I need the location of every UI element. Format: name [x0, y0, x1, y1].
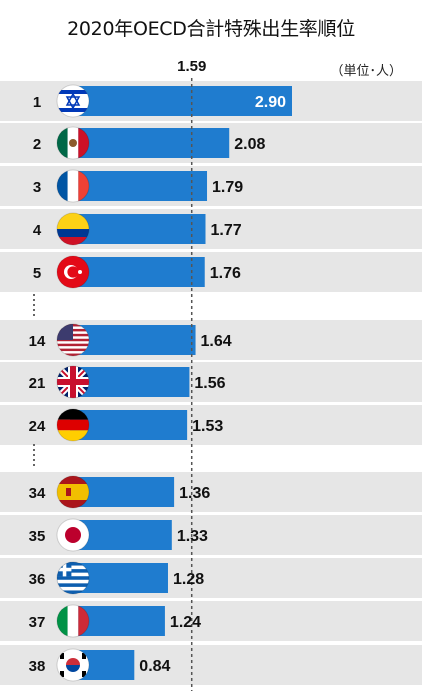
rank-label: 14	[29, 333, 46, 350]
italy-flag-icon	[57, 605, 89, 637]
israel-flag-icon	[57, 85, 89, 117]
value-label: 1.53	[192, 418, 223, 435]
value-label: 1.79	[212, 179, 243, 196]
south-korea-flag-icon	[57, 649, 89, 681]
unit-label: （単位･人）	[330, 64, 402, 79]
chart-title: 2020年OECD合計特殊出生率順位	[67, 18, 355, 40]
rank-label: 3	[33, 179, 41, 196]
value-label: 1.64	[201, 333, 232, 350]
mexico-flag-icon	[57, 127, 89, 159]
spain-flag-icon	[57, 476, 89, 508]
germany-flag-icon	[57, 409, 89, 441]
value-label: 1.76	[210, 265, 241, 282]
value-label: 1.24	[170, 614, 201, 631]
rank-label: 38	[29, 658, 46, 675]
bar-uk	[70, 367, 190, 397]
rank-label: 24	[29, 418, 46, 435]
value-label: 1.33	[177, 528, 208, 545]
rank-label: 36	[29, 571, 46, 588]
rank-label: 2	[33, 136, 41, 153]
value-label: 0.84	[139, 658, 170, 675]
rank-label: 34	[29, 485, 46, 502]
bar-usa	[70, 325, 196, 355]
rank-label: 5	[33, 265, 41, 282]
value-label: 2.90	[255, 94, 286, 111]
rank-label: 21	[29, 375, 46, 392]
rank-label: 1	[33, 94, 41, 111]
value-label: 1.36	[179, 485, 210, 502]
bar-france	[70, 171, 208, 201]
rank-label: 37	[29, 614, 46, 631]
bar-turkey	[70, 257, 205, 287]
labels: 1 2.90 2 2.08 3 1.79 4 1.77 5 1.76 14 1.64 21 1.56 24 1…	[29, 94, 286, 675]
bar-israel	[70, 86, 292, 116]
reference-line-label: 1.59	[177, 58, 206, 75]
bar-mexico	[70, 128, 230, 158]
value-label: 1.28	[173, 571, 204, 588]
value-label: 1.77	[210, 222, 241, 239]
bar-germany	[70, 410, 188, 440]
greece-flag-icon	[57, 562, 89, 594]
france-flag-icon	[57, 170, 89, 202]
value-label: 2.08	[234, 136, 265, 153]
japan-flag-icon	[57, 519, 89, 551]
uk-flag-icon	[57, 366, 89, 398]
rank-label: 4	[33, 222, 42, 239]
turkey-flag-icon	[57, 256, 89, 288]
rank-label: 35	[29, 528, 46, 545]
colombia-flag-icon	[57, 213, 89, 245]
bar-colombia	[70, 214, 206, 244]
value-label: 1.56	[194, 375, 225, 392]
